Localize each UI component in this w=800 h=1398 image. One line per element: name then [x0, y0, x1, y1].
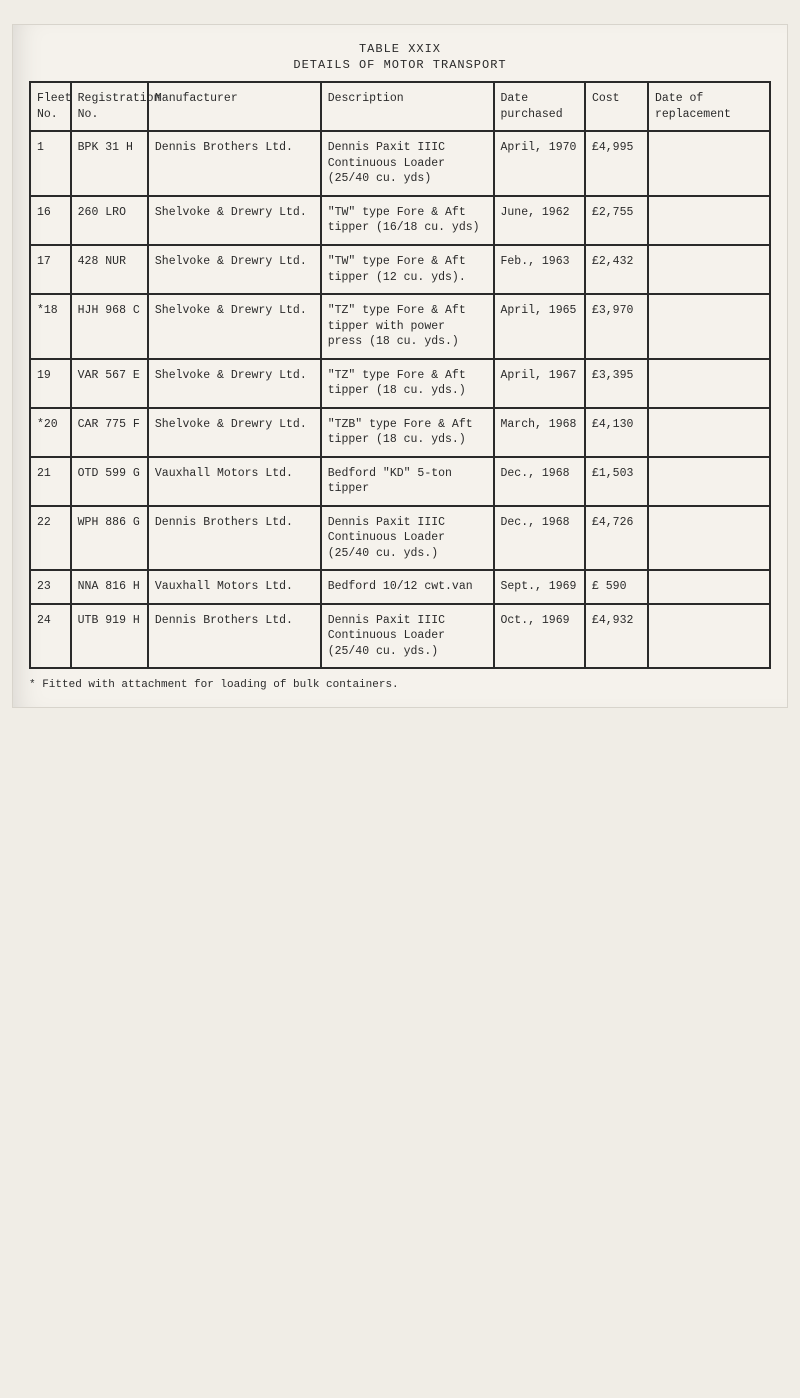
cell-fleet: *18: [30, 294, 71, 359]
cell-date: Sept., 1969: [494, 570, 585, 604]
cell-fleet: 22: [30, 506, 71, 571]
cell-desc: Bedford 10/12 cwt.van: [321, 570, 494, 604]
cell-desc: "TZB" type Fore & Aft tipper (18 cu. yds…: [321, 408, 494, 457]
cell-repl: [648, 131, 770, 196]
cell-manu: Shelvoke & Drewry Ltd.: [148, 359, 321, 408]
cell-manu: Shelvoke & Drewry Ltd.: [148, 408, 321, 457]
cell-fleet: 19: [30, 359, 71, 408]
table-title: TABLE XXIX DETAILS OF MOTOR TRANSPORT: [29, 41, 771, 73]
cell-reg: CAR 775 F: [71, 408, 148, 457]
table-row: 19VAR 567 EShelvoke & Drewry Ltd."TZ" ty…: [30, 359, 770, 408]
cell-date: Dec., 1968: [494, 506, 585, 571]
cell-fleet: 23: [30, 570, 71, 604]
cell-reg: 260 LRO: [71, 196, 148, 245]
cell-cost: £4,932: [585, 604, 648, 669]
cell-repl: [648, 359, 770, 408]
cell-repl: [648, 604, 770, 669]
cell-cost: £4,130: [585, 408, 648, 457]
cell-repl: [648, 408, 770, 457]
cell-desc: Dennis Paxit IIIC Continuous Loader (25/…: [321, 604, 494, 669]
table-row: 1BPK 31 HDennis Brothers Ltd.Dennis Paxi…: [30, 131, 770, 196]
cell-cost: £4,726: [585, 506, 648, 571]
cell-date: March, 1968: [494, 408, 585, 457]
cell-manu: Dennis Brothers Ltd.: [148, 506, 321, 571]
cell-repl: [648, 506, 770, 571]
col-desc: Description: [321, 82, 494, 131]
col-reg: Registration No.: [71, 82, 148, 131]
cell-manu: Shelvoke & Drewry Ltd.: [148, 245, 321, 294]
col-manu: Manufacturer: [148, 82, 321, 131]
cell-desc: Dennis Paxit IIIC Continuous Loader (25/…: [321, 131, 494, 196]
title-line-1: TABLE XXIX: [29, 41, 771, 57]
cell-date: Dec., 1968: [494, 457, 585, 506]
footnote: * Fitted with attachment for loading of …: [29, 679, 771, 691]
cell-manu: Vauxhall Motors Ltd.: [148, 457, 321, 506]
col-fleet: Fleet No.: [30, 82, 71, 131]
cell-manu: Dennis Brothers Ltd.: [148, 604, 321, 669]
table-row: *20CAR 775 FShelvoke & Drewry Ltd."TZB" …: [30, 408, 770, 457]
cell-desc: "TZ" type Fore & Aft tipper with power p…: [321, 294, 494, 359]
table-row: 21OTD 599 GVauxhall Motors Ltd.Bedford "…: [30, 457, 770, 506]
cell-desc: "TW" type Fore & Aft tipper (12 cu. yds)…: [321, 245, 494, 294]
col-repl: Date of replacement: [648, 82, 770, 131]
table-row: 22WPH 886 GDennis Brothers Ltd.Dennis Pa…: [30, 506, 770, 571]
table-row: 16260 LROShelvoke & Drewry Ltd."TW" type…: [30, 196, 770, 245]
col-cost: Cost: [585, 82, 648, 131]
title-line-2: DETAILS OF MOTOR TRANSPORT: [29, 57, 771, 73]
cell-cost: £2,755: [585, 196, 648, 245]
cell-fleet: *20: [30, 408, 71, 457]
cell-manu: Dennis Brothers Ltd.: [148, 131, 321, 196]
cell-date: Feb., 1963: [494, 245, 585, 294]
cell-cost: £2,432: [585, 245, 648, 294]
cell-reg: BPK 31 H: [71, 131, 148, 196]
col-date: Date purchased: [494, 82, 585, 131]
cell-manu: Vauxhall Motors Ltd.: [148, 570, 321, 604]
cell-manu: Shelvoke & Drewry Ltd.: [148, 294, 321, 359]
cell-repl: [648, 196, 770, 245]
cell-reg: WPH 886 G: [71, 506, 148, 571]
cell-reg: OTD 599 G: [71, 457, 148, 506]
cell-date: June, 1962: [494, 196, 585, 245]
table-row: *18HJH 968 CShelvoke & Drewry Ltd."TZ" t…: [30, 294, 770, 359]
cell-reg: NNA 816 H: [71, 570, 148, 604]
cell-cost: £3,395: [585, 359, 648, 408]
cell-fleet: 1: [30, 131, 71, 196]
cell-manu: Shelvoke & Drewry Ltd.: [148, 196, 321, 245]
cell-fleet: 17: [30, 245, 71, 294]
page: TABLE XXIX DETAILS OF MOTOR TRANSPORT Fl…: [12, 24, 788, 708]
table-row: 24UTB 919 HDennis Brothers Ltd.Dennis Pa…: [30, 604, 770, 669]
cell-desc: "TZ" type Fore & Aft tipper (18 cu. yds.…: [321, 359, 494, 408]
cell-cost: £ 590: [585, 570, 648, 604]
cell-reg: 428 NUR: [71, 245, 148, 294]
cell-cost: £1,503: [585, 457, 648, 506]
cell-fleet: 21: [30, 457, 71, 506]
cell-date: April, 1967: [494, 359, 585, 408]
cell-repl: [648, 457, 770, 506]
header-row: Fleet No. Registration No. Manufacturer …: [30, 82, 770, 131]
cell-desc: Bedford "KD" 5-ton tipper: [321, 457, 494, 506]
cell-fleet: 16: [30, 196, 71, 245]
cell-cost: £3,970: [585, 294, 648, 359]
cell-desc: Dennis Paxit IIIC Continuous Loader (25/…: [321, 506, 494, 571]
transport-table: Fleet No. Registration No. Manufacturer …: [29, 81, 771, 669]
cell-repl: [648, 294, 770, 359]
cell-reg: VAR 567 E: [71, 359, 148, 408]
cell-date: April, 1970: [494, 131, 585, 196]
cell-date: April, 1965: [494, 294, 585, 359]
cell-date: Oct., 1969: [494, 604, 585, 669]
cell-fleet: 24: [30, 604, 71, 669]
table-row: 23NNA 816 HVauxhall Motors Ltd.Bedford 1…: [30, 570, 770, 604]
cell-desc: "TW" type Fore & Aft tipper (16/18 cu. y…: [321, 196, 494, 245]
table-row: 17428 NURShelvoke & Drewry Ltd."TW" type…: [30, 245, 770, 294]
cell-cost: £4,995: [585, 131, 648, 196]
cell-repl: [648, 570, 770, 604]
cell-reg: UTB 919 H: [71, 604, 148, 669]
cell-reg: HJH 968 C: [71, 294, 148, 359]
cell-repl: [648, 245, 770, 294]
